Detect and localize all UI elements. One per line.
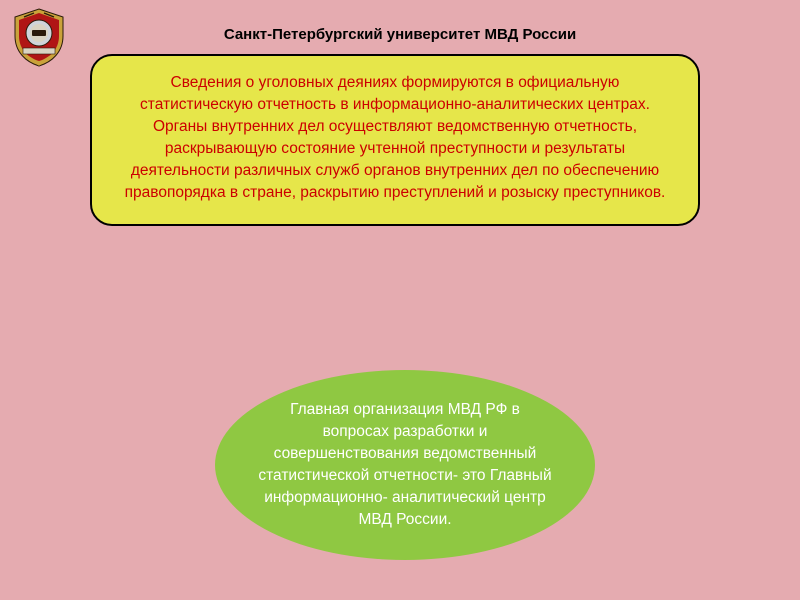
info-box-green-text: Главная организация МВД РФ в вопросах ра… (255, 399, 555, 531)
info-box-yellow: Сведения о уголовных деяниях формируются… (90, 54, 700, 226)
info-box-green: Главная организация МВД РФ в вопросах ра… (215, 370, 595, 560)
slide-header-title: Санкт-Петербургский университет МВД Росс… (0, 26, 800, 43)
info-box-yellow-text: Сведения о уголовных деяниях формируются… (125, 74, 666, 201)
